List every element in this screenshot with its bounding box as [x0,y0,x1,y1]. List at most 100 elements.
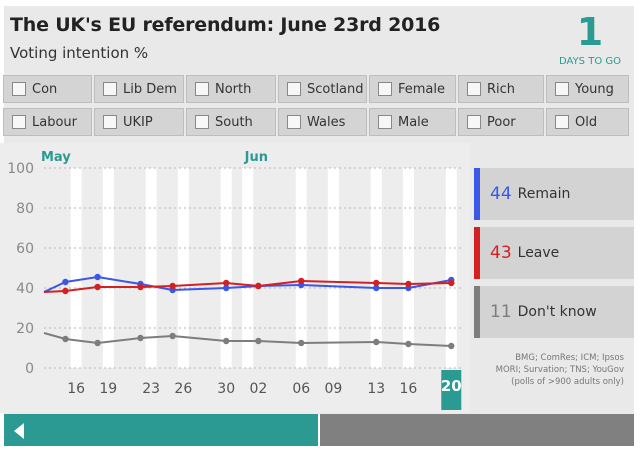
checkbox-icon [287,82,301,96]
filter-label: Young [575,81,614,97]
filter-scotland[interactable]: Scotland [278,75,367,103]
legend-remain-label: Remain [517,186,571,202]
filter-label: Scotland [307,81,364,97]
data-point [448,342,455,350]
filter-label: South [215,114,253,130]
scroll-back-button[interactable] [4,414,318,446]
filter-label: UKIP [123,114,153,130]
data-point [448,279,455,287]
filter-male[interactable]: Male [369,108,456,136]
scroll-divider [318,414,320,446]
filter-female[interactable]: Female [369,75,456,103]
x-tick-label: 02 [249,381,267,397]
filter-grid: Con Lib Dem North Scotland Female Rich Young La… [3,75,629,141]
month-label: May [41,150,71,165]
data-point [62,335,69,343]
x-tick-label: 26 [174,381,192,397]
checkbox-icon [103,115,117,129]
day-stripe [445,168,457,368]
x-tick-label: 30 [217,381,235,397]
data-point [373,284,380,292]
days-count: 1 [576,10,604,54]
x-tick-label: 23 [142,381,160,397]
filter-con[interactable]: Con [3,75,92,103]
filter-label: North [215,81,252,97]
data-point [169,332,176,340]
data-point [223,279,230,287]
day-stripe [370,168,382,368]
data-point [373,338,380,346]
y-tick-label: 20 [16,321,34,337]
days-label: DAYS TO GO [558,56,621,67]
data-point [405,340,412,348]
y-tick-label: 60 [16,241,34,257]
filter-south[interactable]: South [186,108,276,136]
data-point [62,278,69,286]
checkbox-icon [195,82,209,96]
legend-leave[interactable]: 43 Leave [474,227,634,279]
data-point [94,283,101,291]
day-stripe [295,168,307,368]
data-point [94,339,101,347]
day-stripe [402,168,414,368]
filter-young[interactable]: Young [546,75,629,103]
timeline-scrollbar[interactable] [4,414,634,446]
checkbox-icon [103,82,117,96]
x-tick-label: 09 [324,381,342,397]
legend-remain[interactable]: 44 Remain [474,168,634,220]
filter-old[interactable]: Old [546,108,629,136]
filter-lib-dem[interactable]: Lib Dem [94,75,184,103]
x-tick-label: 19 [99,381,117,397]
day-stripe [327,168,339,368]
x-tick-label-current: 20 [441,377,462,395]
data-point [94,273,101,281]
checkbox-icon [555,115,569,129]
checkbox-icon [12,115,26,129]
day-stripe [145,168,157,368]
left-arrow-icon [14,423,24,439]
checkbox-icon [378,82,392,96]
data-point [298,339,305,347]
data-point [137,283,144,291]
checkbox-icon [378,115,392,129]
legend-remain-swatch [474,168,480,220]
legend-leave-value: 43 [490,243,512,263]
x-tick-label: 06 [292,381,310,397]
legend-leave-label: Leave [517,245,560,261]
checkbox-icon [12,82,26,96]
filter-poor[interactable]: Poor [458,108,544,136]
data-point [255,282,262,290]
y-tick-label: 80 [16,201,34,217]
checkbox-icon [467,115,481,129]
filter-label: Male [398,114,429,130]
x-tick-label: 16 [67,381,85,397]
legend-dontknow[interactable]: 11 Don't know [474,286,634,338]
legend-dontknow-value: 11 [490,302,512,322]
data-point [62,287,69,295]
legend-leave-swatch [474,227,480,279]
filter-label: Old [575,114,598,130]
checkbox-icon [287,115,301,129]
filter-label: Poor [487,114,516,130]
legend-remain-value: 44 [490,184,512,204]
day-stripe [70,168,82,368]
filter-ukip[interactable]: UKIP [94,108,184,136]
current-day-highlight [441,370,462,410]
checkbox-icon [195,115,209,129]
filter-label: Lib Dem [123,81,177,97]
data-point [373,279,380,287]
day-stripe [177,168,189,368]
filter-north[interactable]: North [186,75,276,103]
filter-rich[interactable]: Rich [458,75,544,103]
filter-label: Rich [487,81,516,97]
y-tick-label: 0 [25,361,34,377]
legend-dontknow-label: Don't know [517,304,597,320]
line-chart: 0 20 40 60 80 100 May Jun 16 19 23 26 30 02 06 09 13 16 20 [7,150,462,410]
filter-label: Female [398,81,446,97]
x-tick-label: 16 [399,381,417,397]
data-point [137,334,144,342]
chart-title: The UK's EU referendum: June 23rd 2016 [10,14,441,36]
filter-wales[interactable]: Wales [278,108,367,136]
filter-label: Wales [307,114,346,130]
filter-labour[interactable]: Labour [3,108,92,136]
